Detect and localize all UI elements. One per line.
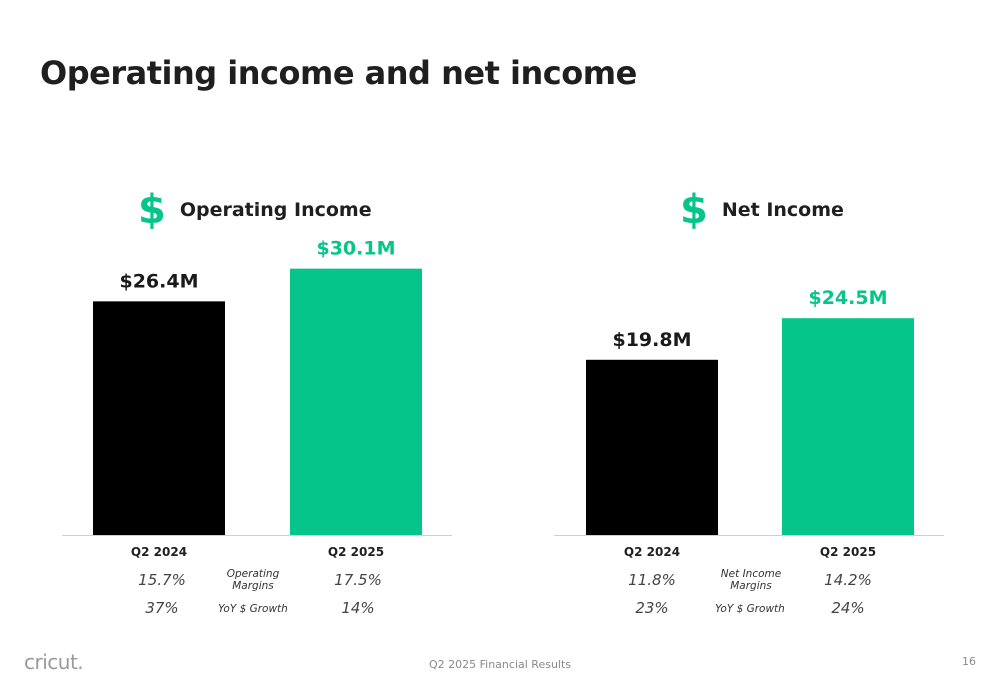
dollar-icon: $: [680, 187, 708, 233]
operating-income-category-label-q2-2025: Q2 2025: [328, 545, 384, 559]
operating-income-category-label-q2-2024: Q2 2024: [131, 545, 187, 559]
net-margin-q2-2025: 14.2%: [824, 571, 872, 589]
net-income-title: Net Income: [721, 199, 844, 221]
operating-income-header: $ Operating Income: [138, 190, 372, 230]
net-income-category-label-q2-2025: Q2 2025: [820, 545, 876, 559]
operating-yoy-q2-2024: 37%: [145, 599, 179, 617]
dollar-icon: $: [138, 187, 166, 233]
net-yoy-caption: YoY $ Growth: [715, 603, 785, 615]
operating-yoy-caption: YoY $ Growth: [218, 603, 288, 615]
net-income-value-label-q2-2024: $19.8M: [612, 329, 691, 351]
net-income-bar-q2-2025: [782, 318, 914, 535]
net-margins-caption: Net Income Margins: [720, 568, 782, 592]
page-number: 16: [962, 655, 976, 668]
net-yoy-q2-2024: 23%: [635, 599, 669, 617]
page-title: Operating income and net income: [40, 54, 637, 92]
operating-income-title: Operating Income: [179, 199, 372, 221]
footer-text: Q2 2025 Financial Results: [428, 658, 572, 671]
net-income-category-label-q2-2024: Q2 2024: [624, 545, 680, 559]
operating-income-value-label-q2-2024: $26.4M: [119, 270, 198, 292]
operating-income-value-label-q2-2025: $30.1M: [316, 238, 395, 260]
operating-income-bar-q2-2025: [290, 268, 422, 535]
net-margin-q2-2024: 11.8%: [628, 571, 676, 589]
operating-margin-q2-2025: 17.5%: [334, 571, 382, 589]
operating-yoy-q2-2025: 14%: [341, 599, 375, 617]
net-yoy-q2-2025: 24%: [831, 599, 865, 617]
operating-margins-caption: Operating Margins: [226, 568, 280, 592]
net-income-header: $ Net Income: [680, 190, 844, 230]
net-income-bar-q2-2024: [586, 359, 718, 535]
operating-margin-q2-2024: 15.7%: [138, 571, 186, 589]
cricut-logo: cricut.: [24, 650, 84, 674]
operating-income-bar-q2-2024: [93, 301, 225, 535]
net-income-value-label-q2-2025: $24.5M: [808, 287, 887, 309]
